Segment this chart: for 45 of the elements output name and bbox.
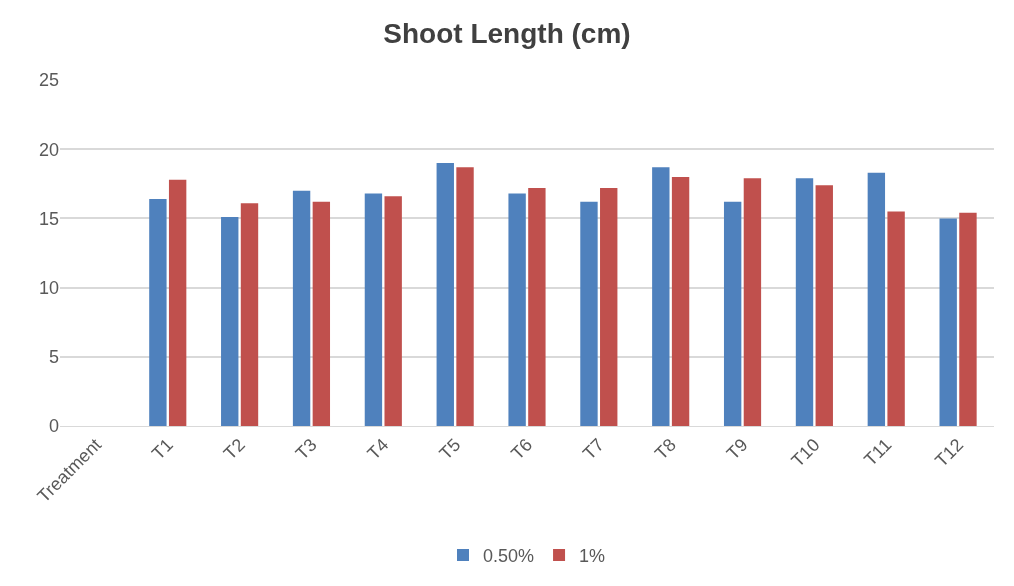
bar (528, 187, 546, 426)
chart-title: Shoot Length (cm) (383, 18, 631, 50)
y-tick-label: 20 (38, 139, 59, 160)
bar (292, 190, 311, 426)
bar (240, 203, 259, 426)
bar (652, 167, 670, 426)
y-tick-label: 10 (38, 277, 59, 298)
y-tick-label: 5 (48, 347, 59, 368)
bar (867, 172, 886, 426)
x-tick-label: T2 (219, 434, 249, 464)
bar (508, 193, 526, 426)
bar (221, 217, 239, 426)
legend-label: 0.50% (483, 545, 535, 566)
x-tick-label: T12 (931, 434, 968, 471)
x-tick-label: T10 (787, 434, 824, 471)
x-tick-label: T1 (147, 434, 177, 464)
bar (436, 163, 454, 426)
y-tick-label: 15 (38, 208, 59, 229)
x-tick-label: T4 (363, 434, 393, 464)
bar (723, 201, 742, 426)
y-tick-label: 25 (38, 70, 59, 91)
bar (580, 201, 598, 426)
x-tick-label: T3 (291, 434, 321, 464)
bar (168, 179, 187, 426)
bar (795, 178, 814, 426)
y-tick-label: 0 (48, 416, 59, 437)
x-tick-label: T5 (435, 434, 465, 464)
bar (312, 201, 331, 426)
bar (743, 178, 762, 426)
bar (456, 167, 474, 426)
bar (959, 212, 977, 426)
bar (939, 218, 957, 426)
bar (384, 196, 402, 426)
legend-label: 1% (579, 545, 606, 566)
x-tick-label: T9 (722, 434, 752, 464)
x-tick-label: T7 (579, 434, 609, 464)
bar (149, 199, 167, 426)
bar (887, 211, 905, 426)
x-tick-label: T6 (507, 434, 537, 464)
bar (364, 193, 383, 426)
bar (671, 176, 690, 426)
bar (815, 185, 833, 426)
x-tick-label: T11 (860, 434, 896, 470)
bar (600, 187, 618, 426)
x-tick-label: T8 (650, 434, 680, 464)
